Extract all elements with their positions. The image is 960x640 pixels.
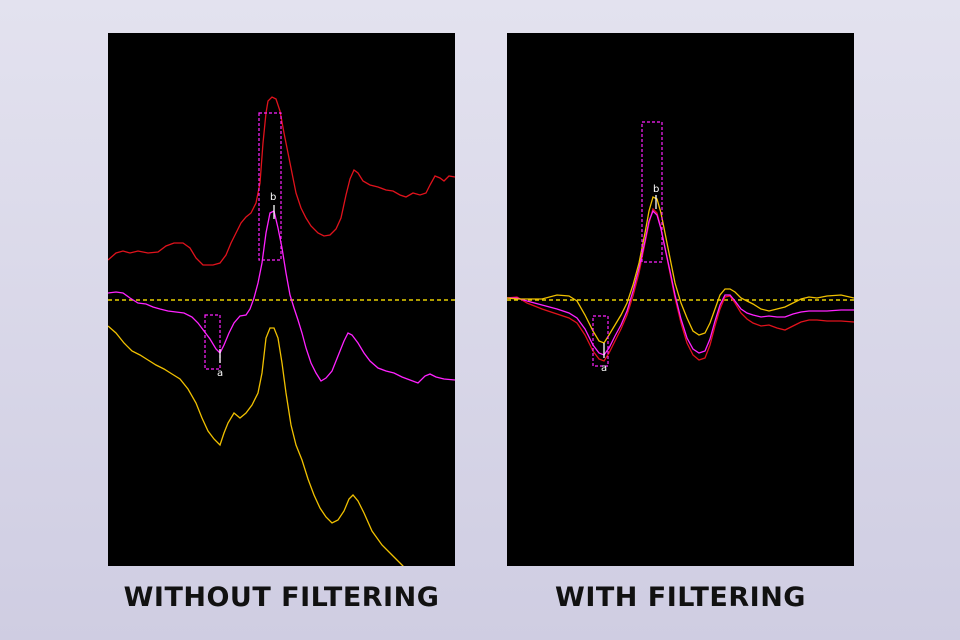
caption-with-filtering: WITH FILTERING [555, 582, 806, 613]
marker-label-a: a [601, 363, 607, 374]
waveform-plot-without-filtering: a b [108, 96, 455, 566]
window-box-b [641, 121, 663, 263]
window-box-b [258, 112, 282, 261]
marker-label-a: a [217, 368, 223, 379]
trace-magenta [507, 209, 854, 356]
trace-red [108, 96, 455, 266]
waveform-panel-with-filtering: a b [507, 33, 854, 566]
trace-yellow [108, 325, 404, 566]
trace-magenta [108, 210, 455, 384]
waveform-plot-with-filtering: a b [507, 121, 854, 374]
waveform-panel-without-filtering: a b [108, 33, 455, 566]
window-box-a [204, 314, 221, 370]
marker-label-b: b [653, 184, 659, 195]
trace-yellow [507, 196, 854, 344]
caption-without-filtering: WITHOUT FILTERING [123, 582, 440, 613]
trace-red [507, 207, 854, 362]
marker-label-b: b [270, 192, 276, 203]
window-box-a [592, 315, 609, 367]
